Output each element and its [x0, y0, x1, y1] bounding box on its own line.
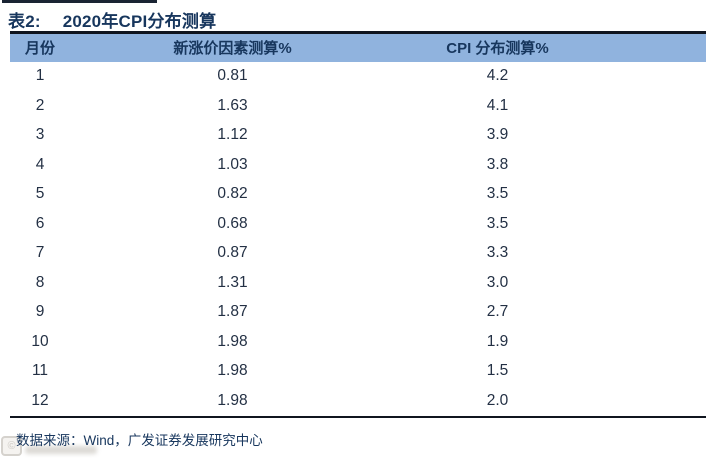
- table-row: 6 0.68 3.5: [10, 209, 706, 239]
- data-source-note: 数据来源：Wind，广发证券发展研究中心: [16, 433, 263, 448]
- table-row: 11 1.98 1.5: [10, 357, 706, 387]
- cell-new-price-factor: 0.68: [217, 214, 248, 232]
- table-body: 1 0.81 4.2 2 1.63 4.1 3 1.12 3.9 4 1.03 …: [10, 62, 706, 417]
- table-row: 12 1.98 2.0: [10, 386, 706, 417]
- cell-month: 1: [35, 67, 45, 85]
- cell-cpi-estimate: 1.5: [486, 362, 509, 380]
- cell-spacer: [600, 91, 706, 121]
- cell-month: 8: [35, 273, 45, 291]
- cell-new-price-factor: 1.12: [217, 126, 248, 144]
- table-row: 5 0.82 3.5: [10, 180, 706, 210]
- table-row: 10 1.98 1.9: [10, 327, 706, 357]
- cell-month: 9: [35, 303, 45, 321]
- table-caption: 表2: 2020年CPI分布测算: [8, 7, 216, 32]
- cell-spacer: [600, 62, 706, 92]
- cell-spacer: [600, 386, 706, 417]
- table-row: 9 1.87 2.7: [10, 298, 706, 328]
- column-header-cpi-estimate: CPI 分布测算%: [446, 40, 549, 58]
- cell-spacer: [600, 121, 706, 151]
- watermark-blurred-text: [25, 446, 97, 454]
- cell-cpi-estimate: 2.0: [486, 391, 509, 409]
- table-title: 2020年CPI分布测算: [62, 12, 217, 31]
- cell-spacer: [600, 327, 706, 357]
- top-edge-artifact: [2, 0, 157, 3]
- cell-cpi-estimate: 3.5: [486, 214, 509, 232]
- cell-month: 11: [31, 362, 49, 380]
- table-row: 3 1.12 3.9: [10, 121, 706, 151]
- cpi-table: 月份 新涨价因素测算% CPI 分布测算% 1 0.81 4.2 2 1.63 …: [10, 31, 706, 418]
- cell-new-price-factor: 1.98: [217, 362, 248, 380]
- cell-spacer: [600, 298, 706, 328]
- cell-cpi-estimate: 4.1: [486, 96, 509, 114]
- cell-month: 3: [35, 126, 45, 144]
- table-row: 8 1.31 3.0: [10, 268, 706, 298]
- cell-cpi-estimate: 3.3: [486, 244, 509, 262]
- cell-month: 12: [31, 391, 49, 409]
- cell-new-price-factor: 1.98: [217, 332, 248, 350]
- cpi-table-container: 月份 新涨价因素测算% CPI 分布测算% 1 0.81 4.2 2 1.63 …: [10, 31, 706, 418]
- cell-new-price-factor: 1.03: [217, 155, 248, 173]
- table-row: 4 1.03 3.8: [10, 150, 706, 180]
- cell-new-price-factor: 0.81: [217, 67, 248, 85]
- cell-new-price-factor: 0.82: [217, 185, 248, 203]
- cell-month: 2: [35, 96, 45, 114]
- cell-new-price-factor: 0.87: [217, 244, 248, 262]
- column-header-new-price-factor: 新涨价因素测算%: [173, 40, 292, 58]
- cell-cpi-estimate: 3.8: [486, 155, 509, 173]
- cell-cpi-estimate: 3.0: [486, 273, 509, 291]
- table-header-row: 月份 新涨价因素测算% CPI 分布测算%: [10, 32, 706, 62]
- table-row: 7 0.87 3.3: [10, 239, 706, 269]
- cell-month: 7: [35, 244, 45, 262]
- cell-month: 6: [35, 214, 45, 232]
- table-row: 2 1.63 4.1: [10, 91, 706, 121]
- table-row: 1 0.81 4.2: [10, 62, 706, 92]
- table-number-label: 表2:: [8, 12, 41, 31]
- copyright-icon: ©: [1, 436, 22, 456]
- cell-spacer: [600, 268, 706, 298]
- cell-cpi-estimate: 4.2: [486, 67, 509, 85]
- column-header-month: 月份: [24, 40, 55, 58]
- cell-cpi-estimate: 2.7: [486, 303, 509, 321]
- cell-spacer: [600, 357, 706, 387]
- cell-cpi-estimate: 3.5: [486, 185, 509, 203]
- cell-new-price-factor: 1.98: [217, 391, 248, 409]
- cell-new-price-factor: 1.63: [217, 96, 248, 114]
- cell-month: 5: [35, 185, 45, 203]
- cell-spacer: [600, 239, 706, 269]
- cell-new-price-factor: 1.31: [217, 273, 248, 291]
- cell-month: 10: [31, 332, 49, 350]
- cell-cpi-estimate: 1.9: [486, 332, 509, 350]
- cell-new-price-factor: 1.87: [217, 303, 248, 321]
- cell-spacer: [600, 150, 706, 180]
- cell-spacer: [600, 209, 706, 239]
- column-header-spacer: [600, 33, 706, 62]
- cell-cpi-estimate: 3.9: [486, 126, 509, 144]
- cell-month: 4: [35, 155, 45, 173]
- cell-spacer: [600, 180, 706, 210]
- site-watermark: ©: [1, 435, 111, 457]
